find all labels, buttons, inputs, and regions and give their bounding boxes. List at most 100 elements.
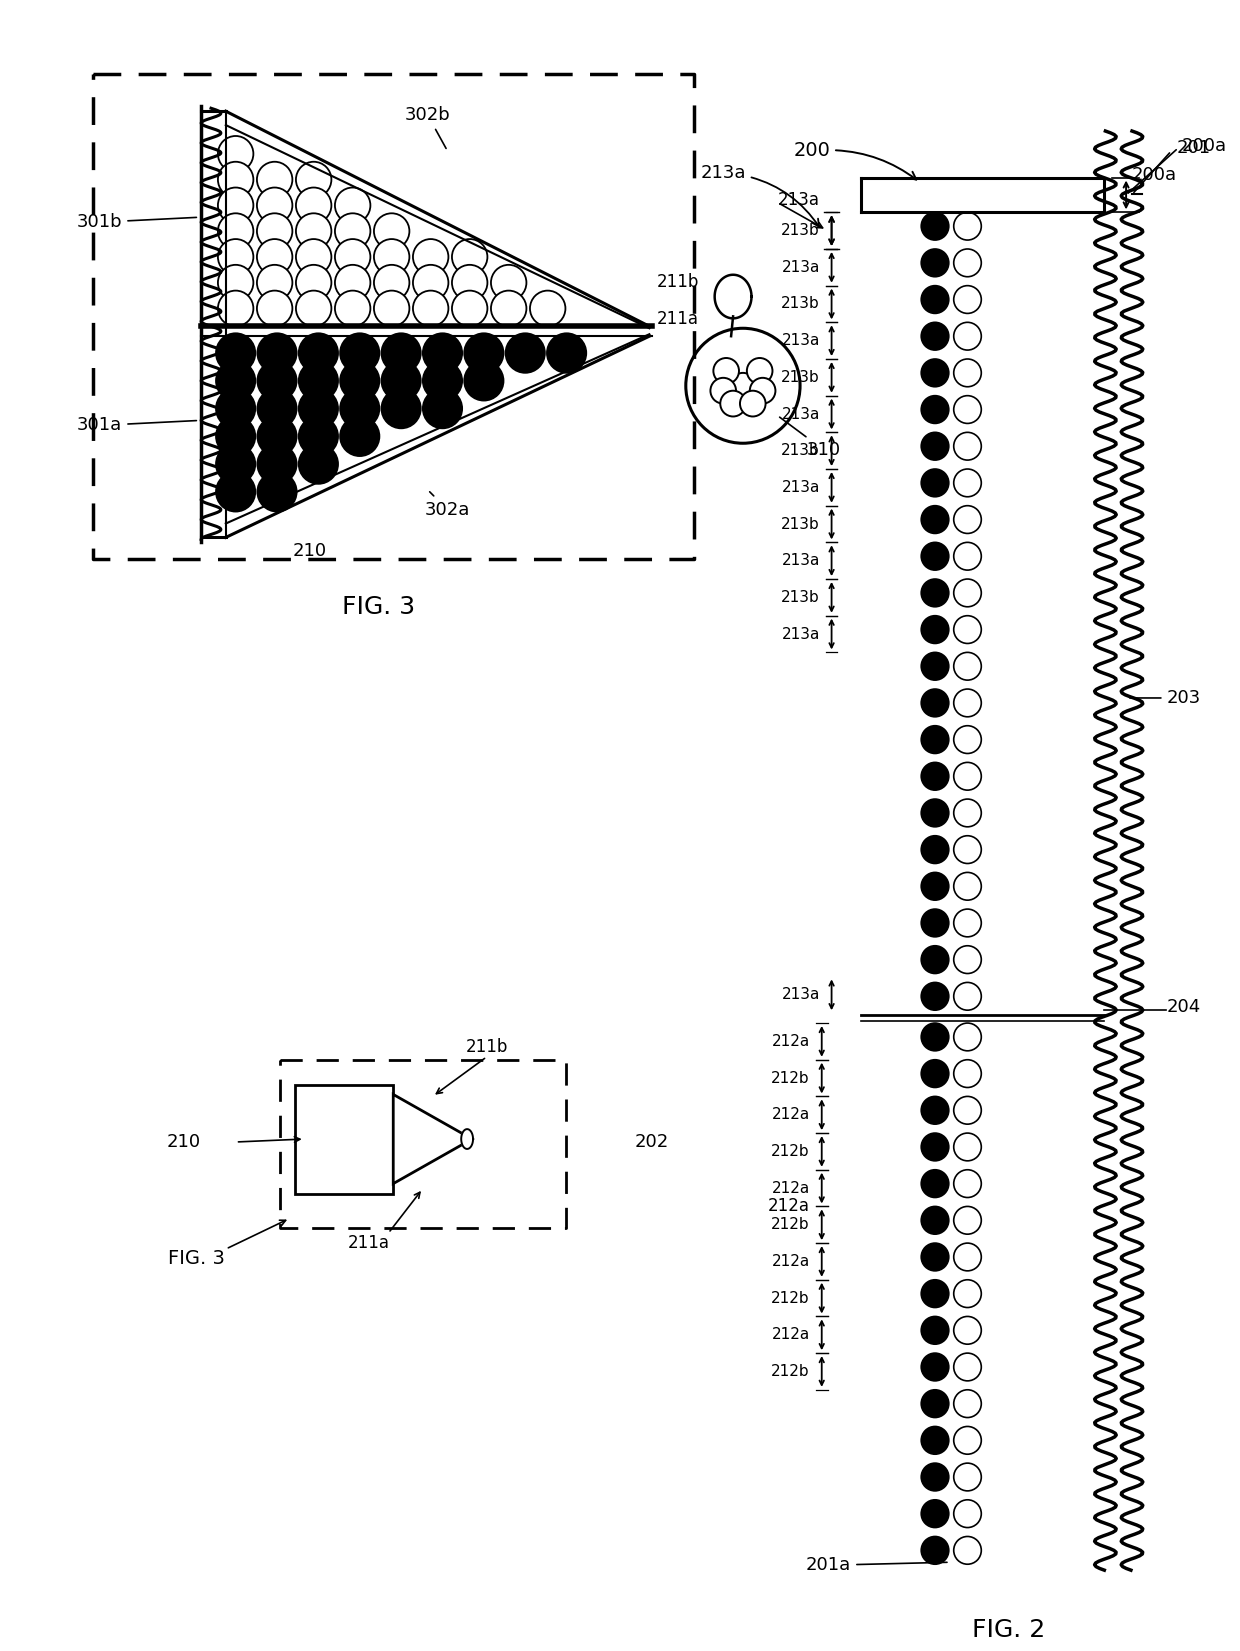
Circle shape <box>216 362 255 401</box>
Circle shape <box>740 391 765 416</box>
Circle shape <box>730 373 755 398</box>
Text: 212b: 212b <box>771 1070 810 1086</box>
Circle shape <box>921 1096 949 1124</box>
Circle shape <box>954 799 981 827</box>
Circle shape <box>296 162 331 198</box>
Text: 213b: 213b <box>781 223 820 238</box>
Circle shape <box>921 1463 949 1491</box>
Text: 202: 202 <box>635 1133 668 1151</box>
Circle shape <box>921 872 949 900</box>
Text: 213a: 213a <box>701 163 820 226</box>
Circle shape <box>506 334 544 373</box>
Circle shape <box>218 188 253 223</box>
Text: 203: 203 <box>1130 688 1200 707</box>
Circle shape <box>216 416 255 456</box>
Circle shape <box>954 1207 981 1235</box>
Circle shape <box>921 616 949 644</box>
Text: 213b: 213b <box>781 517 820 532</box>
Circle shape <box>954 1280 981 1308</box>
Circle shape <box>258 388 296 428</box>
Circle shape <box>921 213 949 239</box>
Circle shape <box>335 291 371 327</box>
Circle shape <box>382 334 420 373</box>
Circle shape <box>921 358 949 386</box>
Text: 212a: 212a <box>771 1327 810 1342</box>
Text: 212b: 212b <box>771 1217 810 1232</box>
Circle shape <box>921 1316 949 1344</box>
Circle shape <box>713 358 739 383</box>
Circle shape <box>257 264 293 300</box>
Circle shape <box>921 1537 949 1563</box>
Circle shape <box>921 1133 949 1161</box>
Circle shape <box>954 1463 981 1491</box>
Circle shape <box>921 1207 949 1235</box>
Text: 212a: 212a <box>768 1197 810 1215</box>
Text: 204: 204 <box>1167 999 1200 1017</box>
Circle shape <box>921 652 949 680</box>
Circle shape <box>921 1280 949 1308</box>
Circle shape <box>451 264 487 300</box>
Circle shape <box>954 433 981 461</box>
Circle shape <box>491 264 527 300</box>
Text: 310: 310 <box>780 418 841 459</box>
Circle shape <box>954 396 981 423</box>
Circle shape <box>954 505 981 533</box>
Circle shape <box>750 378 775 403</box>
Circle shape <box>258 362 296 401</box>
Circle shape <box>335 213 371 249</box>
Circle shape <box>218 162 253 198</box>
Circle shape <box>954 1316 981 1344</box>
Circle shape <box>921 505 949 533</box>
Circle shape <box>954 946 981 974</box>
Circle shape <box>954 1426 981 1455</box>
Circle shape <box>335 239 371 274</box>
Bar <box>295 1085 393 1194</box>
Text: 213b: 213b <box>781 442 820 459</box>
Text: 302b: 302b <box>404 106 450 149</box>
Circle shape <box>257 162 293 198</box>
Circle shape <box>686 329 800 442</box>
Circle shape <box>299 334 339 373</box>
Circle shape <box>921 835 949 863</box>
Circle shape <box>921 799 949 827</box>
Circle shape <box>921 469 949 497</box>
Circle shape <box>954 1390 981 1418</box>
Circle shape <box>954 688 981 717</box>
Circle shape <box>216 444 255 484</box>
Circle shape <box>921 1390 949 1418</box>
Circle shape <box>954 543 981 570</box>
Circle shape <box>335 264 371 300</box>
Text: 213a: 213a <box>781 480 820 495</box>
Circle shape <box>921 1060 949 1088</box>
Circle shape <box>258 444 296 484</box>
Text: 200a: 200a <box>1182 137 1226 155</box>
Circle shape <box>954 322 981 350</box>
Circle shape <box>954 1243 981 1271</box>
Circle shape <box>296 264 331 300</box>
Circle shape <box>921 1354 949 1380</box>
Circle shape <box>921 396 949 423</box>
Circle shape <box>216 472 255 512</box>
Circle shape <box>921 580 949 608</box>
Circle shape <box>374 213 409 249</box>
Circle shape <box>413 291 449 327</box>
Circle shape <box>382 362 420 401</box>
Circle shape <box>296 239 331 274</box>
Circle shape <box>921 1499 949 1527</box>
Circle shape <box>218 291 253 327</box>
Circle shape <box>547 334 587 373</box>
Circle shape <box>423 334 463 373</box>
Circle shape <box>954 763 981 791</box>
Text: 213b: 213b <box>781 297 820 312</box>
Circle shape <box>299 444 339 484</box>
Circle shape <box>257 291 293 327</box>
Text: 213b: 213b <box>781 589 820 604</box>
Text: FIG. 3: FIG. 3 <box>342 594 415 619</box>
Circle shape <box>921 286 949 314</box>
Text: 212b: 212b <box>771 1364 810 1379</box>
Circle shape <box>340 388 379 428</box>
Text: 213a: 213a <box>781 259 820 274</box>
Circle shape <box>954 652 981 680</box>
Text: 213a: 213a <box>777 192 820 210</box>
Text: 301b: 301b <box>77 213 196 231</box>
